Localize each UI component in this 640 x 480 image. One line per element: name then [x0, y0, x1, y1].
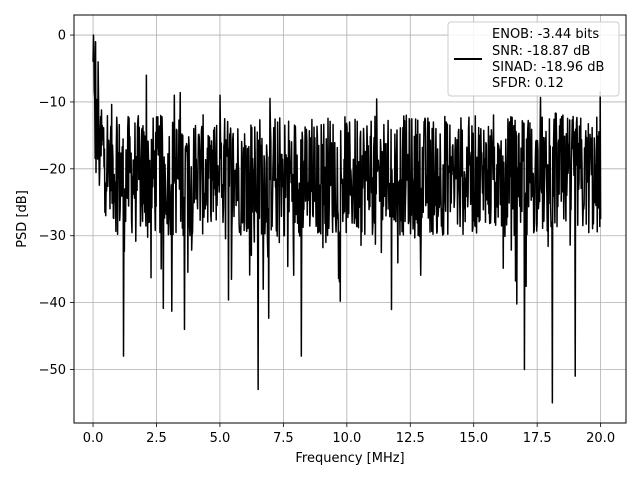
y-axis-ticks: 0 −10 −20 −30 −40 −50: [39, 29, 74, 378]
x-tick-label: 2.5: [146, 431, 167, 446]
x-tick-label: 15.0: [459, 431, 488, 446]
x-tick-label: 17.5: [523, 431, 552, 446]
x-axis-label: Frequency [MHz]: [295, 451, 404, 466]
plot-area-frame: [73, 14, 627, 424]
x-tick-label: 10.0: [332, 431, 361, 446]
y-axis-label: PSD [dB]: [15, 190, 30, 248]
legend-entry-sfdr: SFDR: 0.12: [492, 76, 564, 91]
y-tick-label: 0: [58, 29, 66, 44]
psd-series-line: [92, 34, 602, 404]
legend-entry-snr: SNR: -18.87 dB: [492, 44, 590, 59]
legend-entry-enob: ENOB: -3.44 bits: [492, 27, 599, 42]
x-tick-label: 20.0: [586, 431, 615, 446]
y-tick-label: −30: [39, 229, 66, 244]
y-tick-label: −40: [39, 296, 66, 311]
y-tick-label: −50: [39, 363, 66, 378]
y-tick-label: −10: [39, 95, 66, 110]
legend-entry-sinad: SINAD: -18.96 dB: [492, 60, 604, 75]
x-tick-label: 5.0: [210, 431, 231, 446]
x-tick-label: 12.5: [396, 431, 425, 446]
x-tick-label: 7.5: [273, 431, 294, 446]
x-tick-label: 0.0: [83, 431, 104, 446]
plot-series-group: [92, 34, 602, 404]
x-axis-ticks: 0.0 2.5 5.0 7.5 10.0 12.5 15.0 17.5 20.0: [83, 423, 615, 446]
legend: ENOB: -3.44 bits SNR: -18.87 dB SINAD: -…: [447, 21, 620, 97]
legend-box: [447, 21, 620, 97]
y-tick-label: −20: [39, 162, 66, 177]
